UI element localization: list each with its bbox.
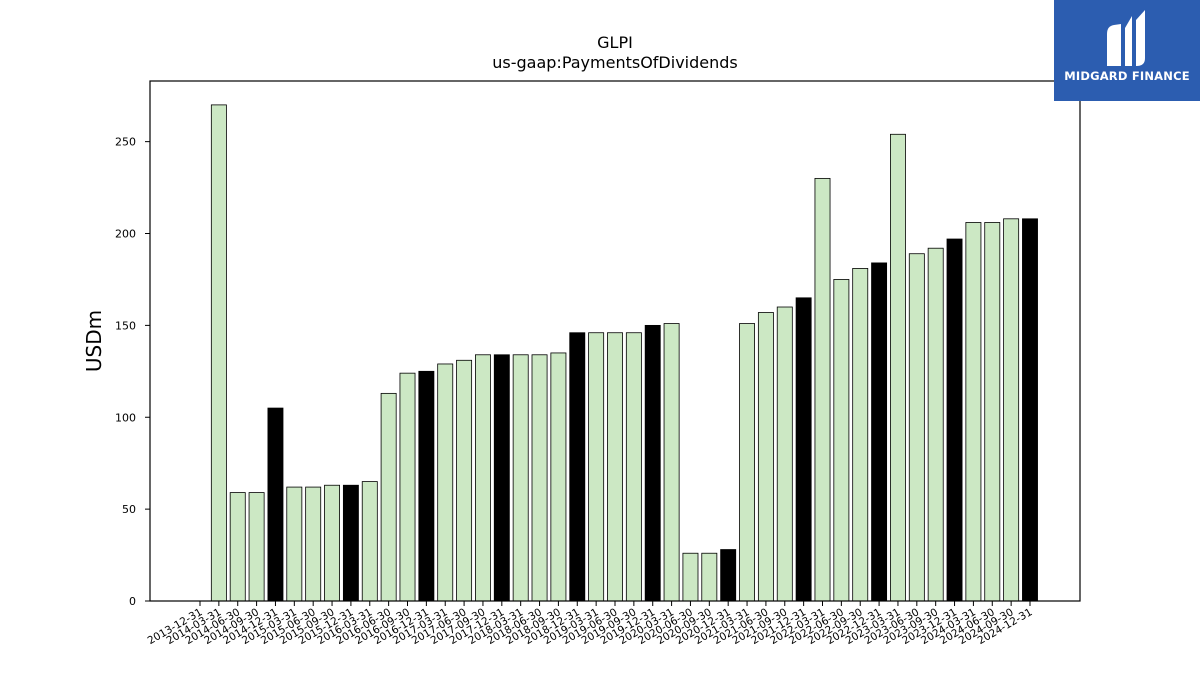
bar-2018-09-30 <box>550 352 567 602</box>
plot-frame <box>149 80 1081 602</box>
y-axis-ticks: 0 50 100 150 200 250 <box>115 136 150 608</box>
y-tick-label: 50 <box>122 503 136 516</box>
bar-2014-12-31 <box>267 407 284 602</box>
bar-2023-03-31 <box>890 133 906 602</box>
y-tick-label: 150 <box>115 319 136 332</box>
bar-2019-09-30 <box>625 332 642 602</box>
bar-2020-06-30 <box>682 552 699 602</box>
bar-2016-09-30 <box>399 372 416 602</box>
bar-2016-06-30 <box>380 392 397 602</box>
midgard-finance-logo: MIDGARD FINANCE <box>1054 0 1200 101</box>
bar-2020-09-30 <box>701 552 718 602</box>
midgard-logo-mark-icon <box>1107 10 1145 66</box>
bar-2023-09-30 <box>927 247 944 602</box>
bar-2016-03-31 <box>361 481 378 602</box>
bar-2021-12-31 <box>795 297 812 602</box>
bar-2023-06-30 <box>908 253 925 602</box>
bar-2024-09-30 <box>1003 218 1020 602</box>
bar-2020-03-31 <box>663 323 680 602</box>
bar-2024-06-30 <box>984 222 1001 602</box>
bar-2017-06-30 <box>456 359 473 602</box>
bar-2015-06-30 <box>305 486 322 602</box>
bar-2022-03-31 <box>814 177 831 602</box>
bar-2014-09-30 <box>248 492 265 602</box>
bar-2014-06-30 <box>229 492 246 602</box>
y-axis-label: USDm <box>82 310 106 372</box>
bar-2015-12-31 <box>342 484 359 602</box>
bar-2017-03-31 <box>437 363 454 602</box>
bar-2021-03-31 <box>739 323 755 602</box>
bar-2019-03-31 <box>588 332 605 602</box>
bar-2017-12-31 <box>493 354 510 602</box>
bar-2017-09-30 <box>475 354 491 602</box>
bar-2016-12-31 <box>418 370 435 602</box>
bar-2019-12-31 <box>644 324 661 602</box>
bars-group <box>210 104 1038 602</box>
logo-text: MIDGARD FINANCE <box>1064 69 1190 83</box>
y-tick-label: 200 <box>115 228 136 241</box>
bar-2021-09-30 <box>776 306 793 602</box>
bar-2019-06-30 <box>607 332 623 602</box>
bar-2021-06-30 <box>757 312 774 602</box>
chart-subtitle: us-gaap:PaymentsOfDividends <box>492 53 737 72</box>
bar-2015-09-30 <box>324 484 340 602</box>
y-tick-label: 100 <box>115 411 136 424</box>
bar-2018-03-31 <box>512 354 529 602</box>
bar-2022-06-30 <box>833 279 850 602</box>
bar-2024-12-31 <box>1022 218 1038 602</box>
bar-2018-12-31 <box>569 332 586 602</box>
bar-2024-03-31 <box>965 222 982 602</box>
bar-2018-06-30 <box>531 354 548 602</box>
y-tick-label: 0 <box>129 595 136 608</box>
bar-2020-12-31 <box>720 549 737 602</box>
bar-2014-03-31 <box>210 104 227 602</box>
x-axis-ticks: 2013-12-312014-03-312014-06-302014-09-30… <box>146 601 1035 647</box>
bar-2023-12-31 <box>946 238 963 602</box>
chart-title: GLPI <box>597 33 633 52</box>
bar-2015-03-31 <box>286 486 303 602</box>
bar-2022-12-31 <box>871 262 888 602</box>
bar-2022-09-30 <box>852 268 869 602</box>
y-tick-label: 250 <box>115 136 136 149</box>
